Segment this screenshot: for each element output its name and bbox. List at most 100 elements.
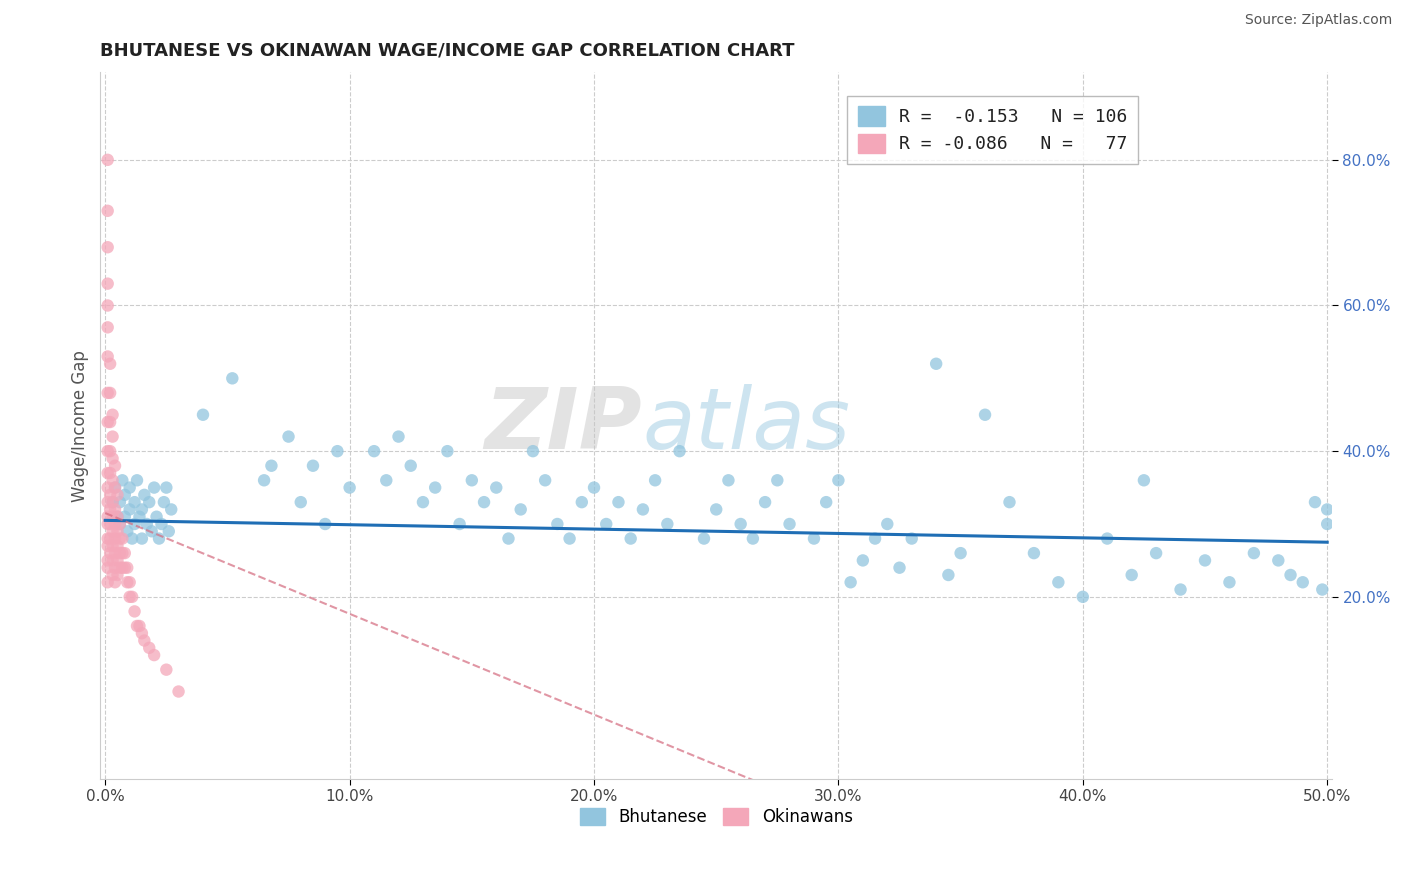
Point	[155, 481, 177, 495]
Point	[815, 495, 838, 509]
Point	[363, 444, 385, 458]
Point	[779, 516, 801, 531]
Point	[131, 532, 153, 546]
Point	[522, 444, 544, 458]
Point	[97, 481, 120, 495]
Point	[118, 590, 141, 604]
Point	[302, 458, 325, 473]
Point	[1316, 502, 1339, 516]
Point	[128, 619, 150, 633]
Point	[157, 524, 180, 539]
Point	[98, 444, 121, 458]
Point	[97, 560, 120, 574]
Point	[141, 524, 163, 539]
Point	[160, 502, 183, 516]
Point	[498, 532, 520, 546]
Point	[131, 626, 153, 640]
Point	[97, 203, 120, 218]
Point	[998, 495, 1021, 509]
Point	[98, 516, 121, 531]
Y-axis label: Wage/Income Gap: Wage/Income Gap	[72, 350, 89, 501]
Point	[101, 495, 124, 509]
Point	[631, 502, 654, 516]
Point	[104, 575, 127, 590]
Point	[375, 473, 398, 487]
Text: BHUTANESE VS OKINAWAN WAGE/INCOME GAP CORRELATION CHART: BHUTANESE VS OKINAWAN WAGE/INCOME GAP CO…	[100, 42, 794, 60]
Point	[534, 473, 557, 487]
Point	[97, 277, 120, 291]
Point	[1144, 546, 1167, 560]
Point	[118, 481, 141, 495]
Point	[546, 516, 568, 531]
Point	[326, 444, 349, 458]
Point	[118, 502, 141, 516]
Text: ZIP: ZIP	[485, 384, 643, 467]
Point	[803, 532, 825, 546]
Point	[148, 532, 170, 546]
Point	[115, 524, 138, 539]
Point	[107, 539, 129, 553]
Point	[509, 502, 531, 516]
Point	[1170, 582, 1192, 597]
Point	[108, 546, 131, 560]
Point	[104, 481, 127, 495]
Point	[124, 604, 146, 618]
Point	[425, 481, 447, 495]
Point	[98, 488, 121, 502]
Point	[461, 473, 484, 487]
Point	[108, 516, 131, 531]
Point	[485, 481, 508, 495]
Legend: Bhutanese, Okinawans: Bhutanese, Okinawans	[571, 799, 860, 834]
Point	[108, 516, 131, 531]
Point	[115, 560, 138, 574]
Point	[104, 458, 127, 473]
Point	[138, 495, 160, 509]
Point	[472, 495, 495, 509]
Point	[863, 532, 886, 546]
Point	[108, 532, 131, 546]
Point	[657, 516, 679, 531]
Point	[121, 532, 143, 546]
Point	[101, 568, 124, 582]
Point	[876, 516, 898, 531]
Point	[98, 385, 121, 400]
Point	[104, 502, 127, 516]
Point	[138, 640, 160, 655]
Point	[730, 516, 752, 531]
Point	[111, 560, 134, 574]
Point	[101, 524, 124, 539]
Point	[128, 509, 150, 524]
Point	[97, 539, 120, 553]
Point	[1194, 553, 1216, 567]
Point	[111, 546, 134, 560]
Point	[1071, 590, 1094, 604]
Point	[107, 568, 129, 582]
Point	[97, 575, 120, 590]
Point	[399, 458, 422, 473]
Point	[97, 350, 120, 364]
Point	[668, 444, 690, 458]
Point	[290, 495, 312, 509]
Point	[1310, 582, 1333, 597]
Point	[191, 408, 214, 422]
Point	[104, 481, 127, 495]
Point	[101, 451, 124, 466]
Point	[754, 495, 776, 509]
Point	[101, 509, 124, 524]
Text: Source: ZipAtlas.com: Source: ZipAtlas.com	[1244, 13, 1392, 28]
Point	[115, 575, 138, 590]
Point	[107, 553, 129, 567]
Point	[97, 240, 120, 254]
Point	[98, 502, 121, 516]
Point	[104, 516, 127, 531]
Point	[97, 495, 120, 509]
Point	[107, 488, 129, 502]
Point	[108, 560, 131, 574]
Point	[101, 473, 124, 487]
Point	[125, 619, 148, 633]
Point	[145, 509, 167, 524]
Point	[620, 532, 643, 546]
Point	[114, 509, 136, 524]
Point	[704, 502, 727, 516]
Point	[101, 495, 124, 509]
